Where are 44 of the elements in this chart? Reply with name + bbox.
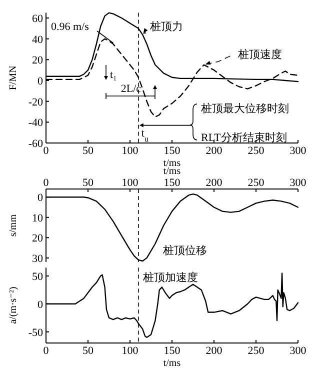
x-axis-title: t/ms <box>163 358 181 369</box>
x-tick-label: 200 <box>206 177 223 189</box>
y-tick-label: 40 <box>32 34 44 46</box>
x-tick-label: 50 <box>82 177 94 189</box>
annotation: t$_{u}$ <box>141 127 149 143</box>
x-tick-label: 200 <box>206 345 223 357</box>
y-tick-label: 60 <box>32 13 44 26</box>
y-tick-label: -60 <box>28 138 44 150</box>
x-axis-title: t/ms <box>163 158 181 169</box>
y-tick-label: 20 <box>32 54 44 67</box>
x-tick-label: 150 <box>164 177 181 189</box>
x-tick-label: 150 <box>164 145 181 157</box>
x-axis-title: t/ms <box>163 166 181 177</box>
annotation: t₁ <box>110 69 117 81</box>
y-tick-label: -50 <box>28 326 44 339</box>
y-axis-title: s/mm <box>8 214 19 237</box>
x-tick-label: 300 <box>290 177 307 189</box>
x-tick-label: 50 <box>82 145 94 157</box>
annotation: 桩顶最大位移时刻 <box>201 103 289 115</box>
x-tick-label: 250 <box>248 345 265 357</box>
y-tick-label: 0 <box>38 298 44 311</box>
x-tick-label: 50 <box>82 345 94 357</box>
y-tick-label: 0 <box>38 76 44 88</box>
annotation: 0.96 m/s <box>51 21 89 33</box>
y-axis-title: F/MN <box>8 66 19 90</box>
y-tick-label: 50 <box>32 270 44 283</box>
x-tick-label: 300 <box>290 145 307 157</box>
y-tick-label: -40 <box>28 117 44 130</box>
x-tick-label: 250 <box>248 145 265 157</box>
y-tick-label: -20 <box>28 96 44 108</box>
x-tick-label: 100 <box>122 345 139 357</box>
y-tick-label: 30 <box>32 252 44 265</box>
y-tick-label: 0 <box>38 192 44 204</box>
y-tick-label: 20 <box>32 232 44 245</box>
annotation: 2L/c <box>120 83 142 95</box>
x-tick-label: 150 <box>164 345 181 357</box>
y-axis-title: a/(m·s⁻²) <box>8 286 19 324</box>
x-tick-label: 200 <box>206 145 223 157</box>
x-tick-label: 100 <box>122 145 139 157</box>
x-tick-label: 250 <box>248 177 265 189</box>
annotation: RLT分析结束时刻 <box>201 132 287 144</box>
x-tick-label: 300 <box>290 345 307 357</box>
x-tick-label: 100 <box>122 177 139 189</box>
y-tick-label: 10 <box>32 212 44 224</box>
